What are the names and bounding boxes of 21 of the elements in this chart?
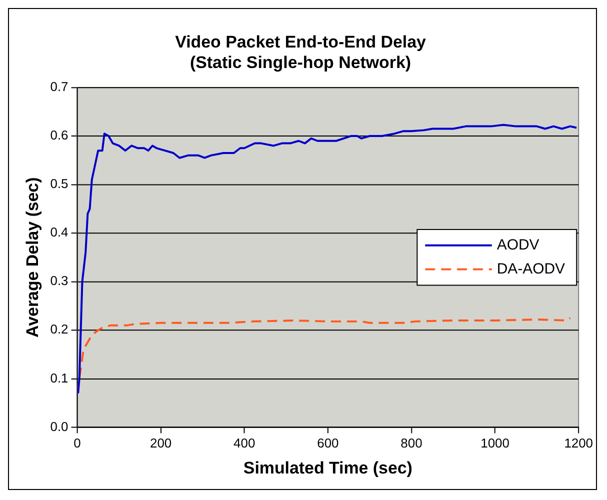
x-tick-label: 200: [150, 436, 172, 451]
y-tick-label: 0.0: [50, 418, 68, 434]
y-tick-label: 0.7: [50, 79, 68, 94]
x-tick-label: 600: [317, 436, 339, 451]
legend-label: AODV: [496, 236, 540, 254]
x-tick-label: 400: [234, 436, 256, 451]
y-tick-label: 0.3: [50, 273, 68, 288]
y-tick-label: 0.5: [50, 176, 68, 192]
y-tick-label: 0.2: [50, 322, 68, 337]
x-tick-label: 800: [400, 436, 422, 451]
legend-label: DA-AODV: [496, 260, 565, 278]
y-tick-label: 0.4: [50, 224, 68, 240]
chart-title: Video Packet End-to-End Delay (Static Single-hop Network): [175, 32, 427, 72]
x-axis-title: Simulated Time (sec): [243, 458, 412, 478]
y-tick-label: 0.6: [50, 128, 68, 143]
y-axis-title: Average Delay (sec): [22, 177, 42, 338]
line-series: [77, 317, 572, 394]
x-tick-label: 1200: [564, 436, 593, 451]
x-tick-label: 1000: [480, 436, 510, 451]
x-tick-label: 0: [74, 436, 81, 451]
y-tick-label: 0.1: [50, 370, 68, 386]
